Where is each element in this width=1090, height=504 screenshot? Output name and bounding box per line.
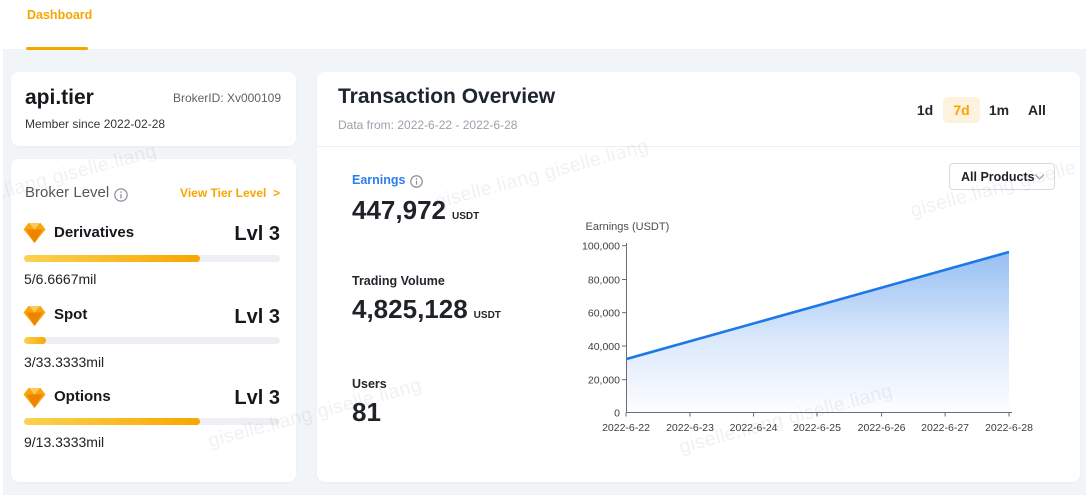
svg-text:Earnings (USDT): Earnings (USDT) [586, 221, 670, 233]
svg-text:80,000: 80,000 [588, 274, 620, 286]
svg-text:2022-6-26: 2022-6-26 [858, 422, 906, 434]
svg-text:2022-6-23: 2022-6-23 [666, 422, 714, 434]
svg-text:2022-6-27: 2022-6-27 [921, 422, 969, 434]
svg-text:2022-6-25: 2022-6-25 [793, 422, 841, 434]
svg-text:20,000: 20,000 [588, 375, 620, 387]
svg-text:40,000: 40,000 [588, 341, 620, 353]
svg-text:60,000: 60,000 [588, 308, 620, 320]
svg-text:2022-6-28: 2022-6-28 [985, 422, 1033, 434]
svg-text:2022-6-24: 2022-6-24 [730, 422, 778, 434]
svg-text:0: 0 [614, 407, 620, 419]
svg-text:2022-6-22: 2022-6-22 [602, 422, 650, 434]
svg-text:100,000: 100,000 [582, 241, 620, 253]
